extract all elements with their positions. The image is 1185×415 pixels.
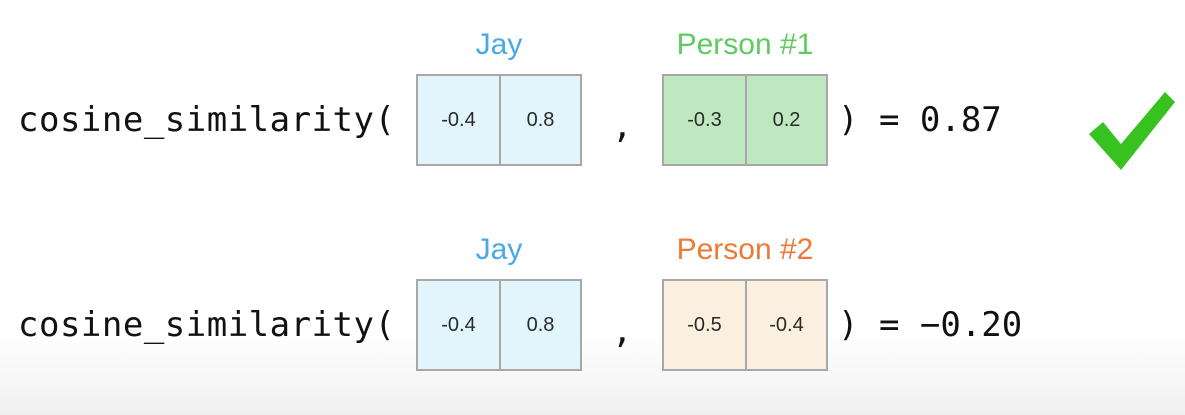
vector-jay: -0.4 0.8	[416, 74, 582, 166]
vector-person-2: -0.5 -0.4	[662, 279, 828, 371]
function-name: cosine_similarity(	[18, 100, 396, 140]
vector-label-jay: Jay	[475, 28, 523, 61]
similarity-row-2: cosine_similarity( Jay -0.4 0.8 , Person…	[0, 233, 1185, 393]
vector-label-person-1: Person #1	[676, 28, 814, 61]
similarity-result: ) = −0.20	[838, 305, 1023, 345]
vector-cell: 0.8	[499, 281, 580, 369]
vector-cell: 0.8	[499, 76, 580, 164]
vector-label-jay: Jay	[475, 233, 523, 266]
argument-separator: ,	[612, 106, 633, 146]
vector-person-1: -0.3 0.2	[662, 74, 828, 166]
check-icon	[1089, 92, 1175, 170]
vector-label-person-2: Person #2	[676, 233, 814, 266]
vector-cell: -0.5	[687, 313, 722, 336]
similarity-result: ) = 0.87	[838, 100, 1002, 140]
vector-cell: -0.4	[745, 281, 826, 369]
vector-jay: -0.4 0.8	[416, 279, 582, 371]
vector-cell: -0.4	[441, 108, 476, 131]
vector-cell: -0.4	[441, 313, 476, 336]
vector-cell: -0.3	[687, 108, 722, 131]
function-name: cosine_similarity(	[18, 305, 396, 345]
argument-separator: ,	[612, 311, 633, 351]
similarity-row-1: cosine_similarity( Jay -0.4 0.8 , Person…	[0, 28, 1185, 188]
vector-cell: 0.2	[745, 76, 826, 164]
